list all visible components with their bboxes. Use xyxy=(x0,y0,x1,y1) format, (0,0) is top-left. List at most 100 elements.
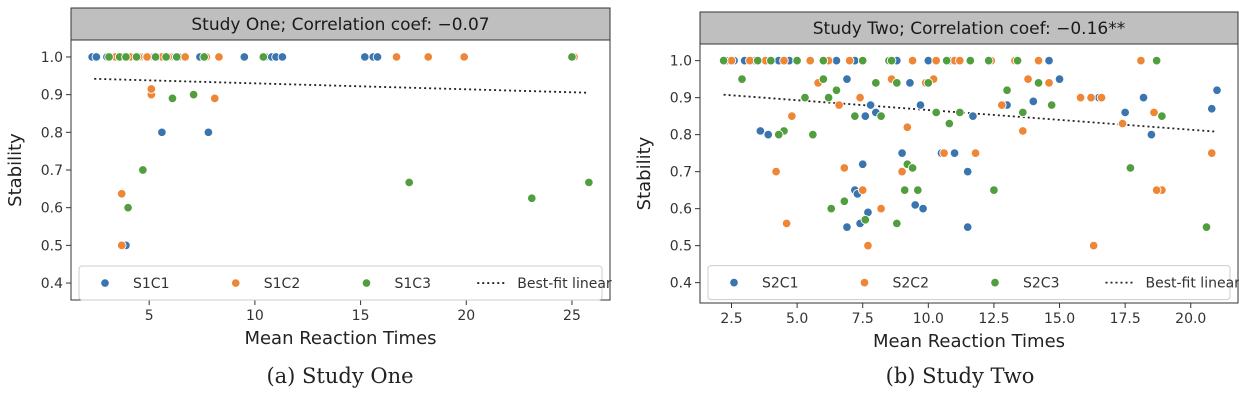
plot-frame xyxy=(70,39,611,301)
point-s1c1 xyxy=(360,52,370,62)
y-tick-label: 0.5 xyxy=(41,238,63,254)
legend-label: S2C3 xyxy=(1023,276,1059,292)
point-s2c1 xyxy=(860,111,871,121)
y-tick-label: 0.4 xyxy=(670,276,692,292)
point-s2c3 xyxy=(800,92,810,103)
point-s1c1 xyxy=(203,127,214,138)
chart-study-one: Study One; Correlation coef: −0.07 0.4 0.5… xyxy=(5,7,612,349)
y-tick-label: 1.0 xyxy=(41,50,63,66)
point-s2c1 xyxy=(865,100,876,110)
point-s1c2 xyxy=(146,84,157,94)
point-s1c1 xyxy=(372,52,383,62)
point-s2c3 xyxy=(907,163,918,173)
point-s2c3 xyxy=(826,203,836,214)
y-tick-label: 0.5 xyxy=(670,239,692,255)
chart-title: Study Two; Correlation coef: −0.16** xyxy=(813,19,1125,39)
point-s2c3 xyxy=(1002,85,1012,95)
point-s1c3 xyxy=(104,52,114,62)
y-tick-label: 0.9 xyxy=(670,91,692,107)
point-s2c3 xyxy=(792,55,802,66)
point-s1c3 xyxy=(123,202,133,213)
legend-label: Best-fit linear xyxy=(517,276,612,292)
y-tick-label: 0.6 xyxy=(41,201,63,217)
point-s1c2 xyxy=(391,52,402,62)
point-s1c3 xyxy=(121,52,131,62)
point-s2c3 xyxy=(944,118,955,129)
y-tick-label: 0.7 xyxy=(670,165,692,181)
point-s2c3 xyxy=(818,55,829,66)
point-s2c3 xyxy=(931,107,941,118)
point-s2c1 xyxy=(962,166,973,177)
point-s2c2 xyxy=(1207,148,1217,158)
point-s1c1 xyxy=(239,52,250,62)
point-s2c3 xyxy=(876,111,886,121)
point-s1c3 xyxy=(404,177,414,188)
point-s2c1 xyxy=(1054,74,1065,84)
y-axis-label: Stability xyxy=(634,136,655,210)
point-s2c2 xyxy=(805,55,815,66)
point-s2c2 xyxy=(779,55,789,66)
legend-marker xyxy=(100,278,110,288)
point-s2c3 xyxy=(941,55,952,66)
point-s2c1 xyxy=(1146,129,1157,140)
x-tick-label: 5.0 xyxy=(786,311,808,327)
point-s2c2 xyxy=(1117,118,1128,129)
point-s2c1 xyxy=(1138,92,1149,103)
point-s1c3 xyxy=(171,52,182,62)
point-s1c3 xyxy=(584,177,594,188)
point-s1c3 xyxy=(161,52,171,62)
x-tick-label: 20 xyxy=(457,308,475,324)
point-s2c3 xyxy=(1012,55,1023,66)
point-s2c1 xyxy=(1028,96,1039,107)
point-s2c1 xyxy=(905,78,915,88)
x-tick-label: 10 xyxy=(246,308,264,324)
point-s2c1 xyxy=(842,74,852,84)
point-s1c3 xyxy=(258,52,269,62)
title-bar xyxy=(699,11,1239,45)
point-s1c3 xyxy=(199,52,209,62)
x-tick-label: 7.5 xyxy=(852,311,874,327)
point-s1c2 xyxy=(423,52,433,62)
point-s2c3 xyxy=(1151,55,1162,66)
point-s2c2 xyxy=(839,163,850,173)
point-s1c1 xyxy=(91,52,102,62)
point-s2c2 xyxy=(787,111,797,121)
point-s2c2 xyxy=(1044,78,1054,88)
x-tick-label: 15 xyxy=(352,308,370,324)
legend-label: Best-fit linear xyxy=(1146,276,1239,292)
point-s2c3 xyxy=(899,185,910,195)
point-s2c2 xyxy=(844,55,855,66)
point-s2c1 xyxy=(1207,103,1217,114)
point-s2c3 xyxy=(892,218,902,229)
best-fit-line xyxy=(94,77,589,94)
point-s2c2 xyxy=(1023,74,1033,84)
point-s2c3 xyxy=(860,214,871,225)
point-s2c1 xyxy=(763,129,773,140)
point-s2c3 xyxy=(839,196,850,206)
x-axis-label: Mean Reaction Times xyxy=(244,328,436,349)
x-tick-label: 17.5 xyxy=(1110,311,1141,327)
point-s2c1 xyxy=(968,111,978,121)
point-s2c3 xyxy=(1125,163,1136,173)
point-s2c1 xyxy=(1120,107,1130,118)
y-axis-label: Stability xyxy=(5,133,26,207)
point-s2c3 xyxy=(823,92,834,103)
point-s2c1 xyxy=(831,55,842,66)
point-s2c3 xyxy=(886,55,897,66)
legend-marker xyxy=(729,277,739,288)
x-tick-label: 25 xyxy=(563,308,581,324)
point-s2c3 xyxy=(913,185,923,195)
point-s2c1 xyxy=(962,222,973,232)
point-s2c3 xyxy=(831,85,842,95)
point-s2c3 xyxy=(808,129,818,140)
chart-title: Study One; Correlation coef: −0.07 xyxy=(191,15,489,35)
point-s2c3 xyxy=(923,78,934,88)
y-tick-label: 0.8 xyxy=(670,128,692,144)
point-s1c2 xyxy=(459,52,469,62)
y-tick-label: 0.7 xyxy=(41,163,63,179)
point-s2c2 xyxy=(855,92,865,103)
point-s2c3 xyxy=(1018,107,1028,118)
y-tick-label: 0.8 xyxy=(41,125,63,141)
y-tick-label: 0.9 xyxy=(41,88,63,104)
point-s2c3 xyxy=(773,129,784,140)
